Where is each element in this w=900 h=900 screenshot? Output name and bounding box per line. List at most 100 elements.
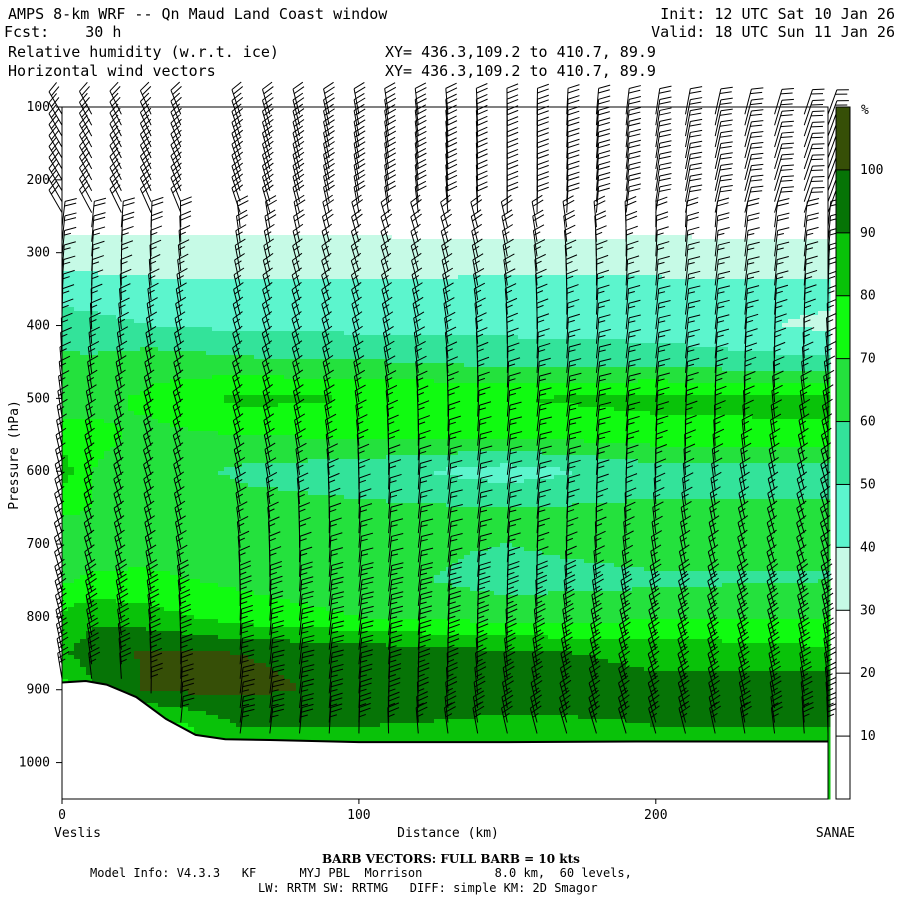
rh-cell xyxy=(62,303,69,308)
rh-cell xyxy=(92,147,99,152)
rh-cell xyxy=(140,271,147,276)
rh-cell xyxy=(134,123,141,128)
rh-cell xyxy=(212,363,219,368)
rh-cell xyxy=(224,219,231,224)
rh-cell xyxy=(134,335,141,340)
rh-cell xyxy=(122,323,129,328)
rh-cell xyxy=(182,487,189,492)
rh-cell xyxy=(182,375,189,380)
rh-cell xyxy=(230,587,237,592)
rh-cell xyxy=(170,691,177,696)
rh-cell xyxy=(122,139,129,144)
rh-cell xyxy=(200,379,207,384)
rh-cell xyxy=(158,595,165,600)
rh-cell xyxy=(230,447,237,452)
rh-cell xyxy=(62,559,69,564)
rh-cell xyxy=(74,383,81,388)
rh-cell xyxy=(200,691,207,696)
rh-cell xyxy=(62,671,69,676)
rh-cell xyxy=(176,331,183,336)
rh-cell xyxy=(110,143,117,148)
rh-cell xyxy=(170,351,177,356)
rh-cell xyxy=(218,131,225,136)
rh-cell xyxy=(194,571,201,576)
rh-cell xyxy=(176,707,183,712)
rh-cell xyxy=(98,643,105,648)
rh-cell xyxy=(128,435,135,440)
rh-cell xyxy=(128,655,135,660)
rh-cell xyxy=(62,147,69,152)
rh-cell xyxy=(170,547,177,552)
rh-cell xyxy=(176,171,183,176)
rh-cell xyxy=(224,203,231,208)
rh-cell xyxy=(212,375,219,380)
rh-cell xyxy=(158,163,165,168)
rh-cell xyxy=(92,451,99,456)
rh-cell xyxy=(68,219,75,224)
rh-cell xyxy=(152,663,159,668)
rh-cell xyxy=(230,323,237,328)
rh-cell xyxy=(134,591,141,596)
rh-cell xyxy=(224,143,231,148)
rh-cell xyxy=(182,311,189,316)
rh-cell xyxy=(104,207,111,212)
rh-cell xyxy=(116,379,123,384)
rh-cell xyxy=(200,123,207,128)
rh-cell xyxy=(164,139,171,144)
rh-cell xyxy=(152,635,159,640)
rh-cell xyxy=(110,367,117,372)
rh-cell xyxy=(182,651,189,656)
rh-cell xyxy=(212,731,219,736)
rh-cell xyxy=(200,667,207,672)
rh-cell xyxy=(206,687,213,692)
rh-cell xyxy=(122,315,129,320)
rh-cell xyxy=(158,431,165,436)
rh-cell xyxy=(194,527,201,532)
rh-cell xyxy=(62,423,69,428)
rh-cell xyxy=(140,527,147,532)
rh-cell xyxy=(188,291,195,296)
rh-cell xyxy=(194,131,201,136)
rh-cell xyxy=(218,635,225,640)
rh-cell xyxy=(68,619,75,624)
rh-cell xyxy=(194,491,201,496)
rh-cell xyxy=(152,307,159,312)
rh-cell xyxy=(182,143,189,148)
rh-cell xyxy=(170,675,177,680)
rh-cell xyxy=(110,267,117,272)
rh-cell xyxy=(74,551,81,556)
rh-cell xyxy=(212,707,219,712)
rh-cell xyxy=(104,331,111,336)
rh-cell xyxy=(98,403,105,408)
rh-cell xyxy=(128,419,135,424)
rh-cell xyxy=(194,587,201,592)
rh-cell xyxy=(80,435,87,440)
rh-cell xyxy=(194,215,201,220)
rh-cell xyxy=(188,631,195,636)
rh-cell xyxy=(92,439,99,444)
rh-cell xyxy=(68,239,75,244)
rh-cell xyxy=(182,647,189,652)
rh-cell xyxy=(80,167,87,172)
rh-cell xyxy=(230,195,237,200)
rh-cell xyxy=(116,455,123,460)
rh-cell xyxy=(62,639,69,644)
rh-cell xyxy=(104,511,111,516)
rh-cell xyxy=(188,435,195,440)
rh-cell xyxy=(188,727,195,732)
rh-cell xyxy=(182,695,189,700)
rh-cell xyxy=(224,455,231,460)
rh-cell xyxy=(218,719,225,724)
rh-cell xyxy=(206,387,213,392)
rh-cell xyxy=(206,219,213,224)
rh-cell xyxy=(170,283,177,288)
rh-cell xyxy=(170,703,177,708)
rh-cell xyxy=(98,587,105,592)
rh-cell xyxy=(182,391,189,396)
rh-cell xyxy=(128,675,135,680)
rh-cell xyxy=(170,671,177,676)
rh-cell xyxy=(158,283,165,288)
rh-cell xyxy=(194,555,201,560)
rh-cell xyxy=(212,503,219,508)
rh-cell xyxy=(206,311,213,316)
